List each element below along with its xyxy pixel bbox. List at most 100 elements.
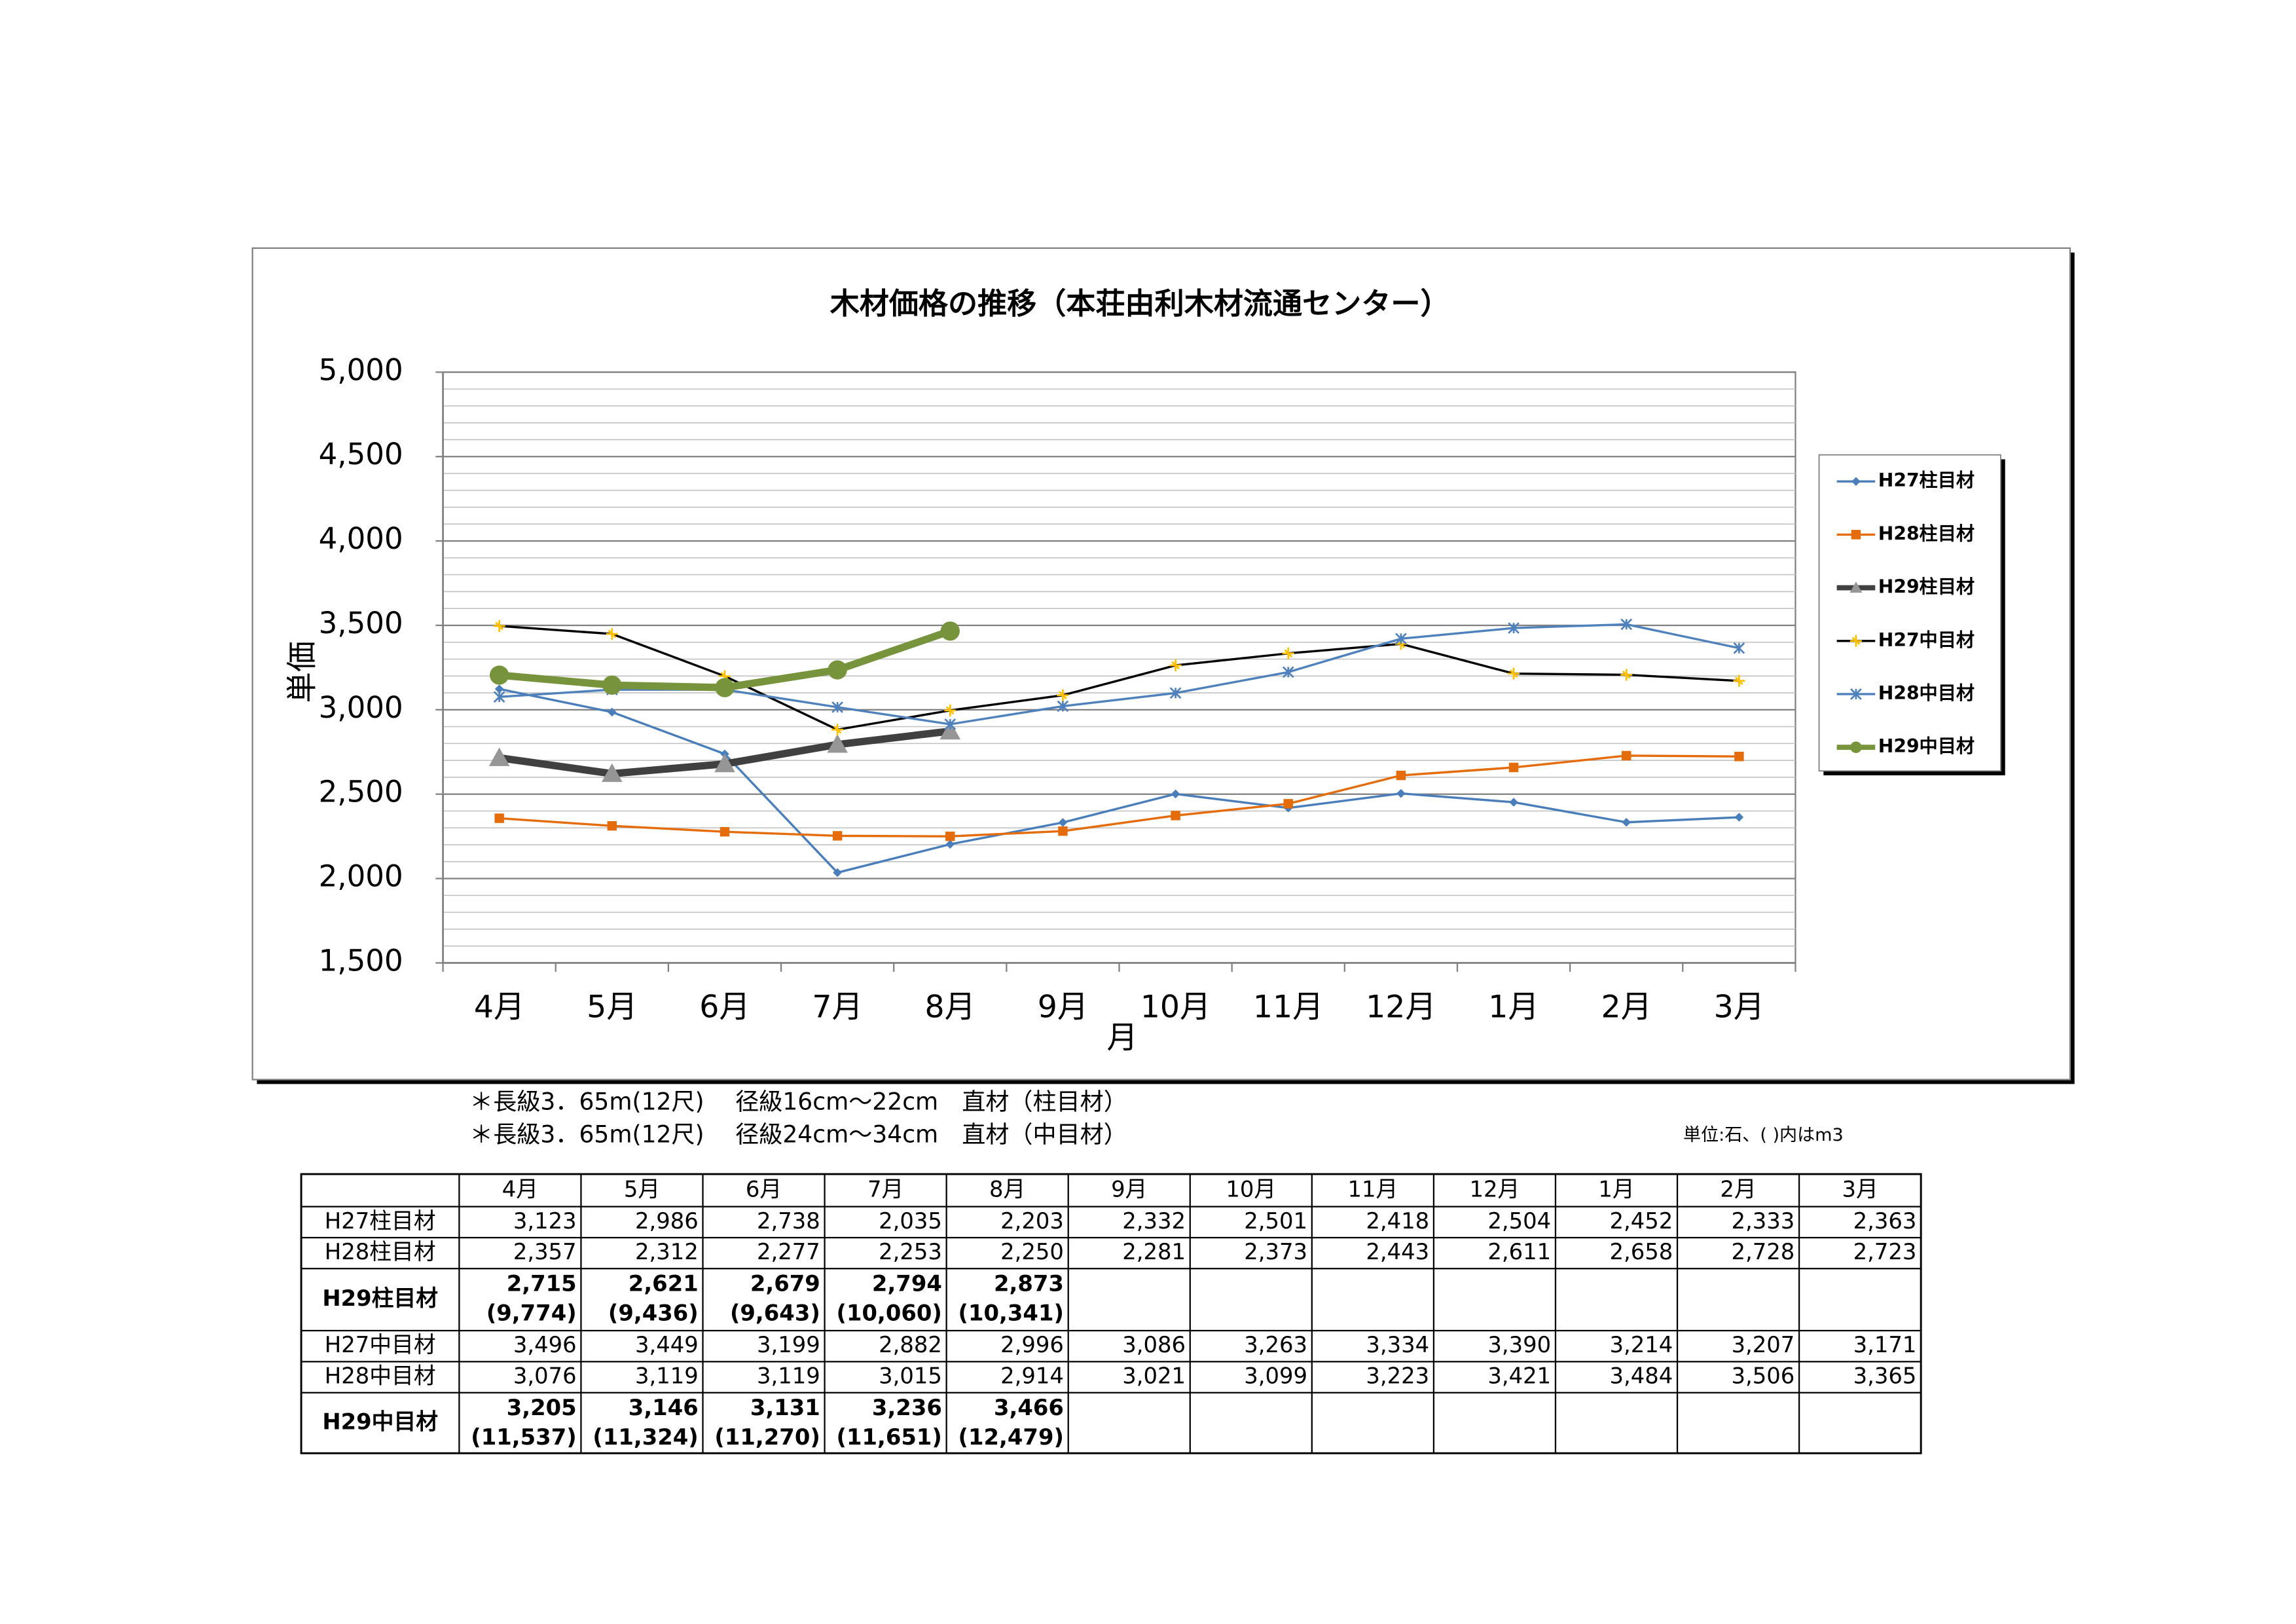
marker bbox=[1733, 642, 1745, 654]
table-cell: 2,728 bbox=[1732, 1239, 1795, 1264]
y-tick-label: 3,000 bbox=[319, 690, 403, 725]
table-row-label: H27柱目材 bbox=[325, 1208, 436, 1234]
table-cell: 2,452 bbox=[1609, 1208, 1673, 1234]
legend-marker bbox=[1850, 688, 1862, 700]
marker bbox=[1733, 674, 1745, 687]
table-cell: 2,504 bbox=[1487, 1208, 1551, 1234]
table-cell: (10,060) bbox=[836, 1301, 941, 1326]
legend-marker bbox=[1850, 741, 1862, 753]
series-line bbox=[499, 688, 1740, 874]
table-cell: 2,357 bbox=[513, 1239, 577, 1264]
table-cell: 2,658 bbox=[1609, 1239, 1673, 1264]
marker bbox=[602, 763, 623, 783]
legend-marker bbox=[1850, 635, 1862, 647]
marker bbox=[1734, 752, 1744, 762]
marker bbox=[1508, 622, 1520, 634]
plot-area bbox=[442, 371, 1796, 964]
series-line bbox=[499, 754, 1740, 838]
table-cell: 3,207 bbox=[1732, 1332, 1795, 1357]
marker bbox=[1621, 750, 1631, 761]
legend-label: H29柱目材 bbox=[1878, 576, 1975, 598]
marker bbox=[1396, 770, 1406, 781]
marker bbox=[1058, 826, 1068, 836]
table-row-label: H29中目材 bbox=[322, 1409, 438, 1434]
marker bbox=[833, 868, 842, 877]
table-cell: 3,214 bbox=[1609, 1332, 1673, 1357]
table-cell: (11,651) bbox=[836, 1424, 941, 1450]
table-header: 9月 bbox=[1111, 1176, 1147, 1202]
table-header: 5月 bbox=[624, 1176, 660, 1202]
marker bbox=[831, 701, 843, 713]
table-cell: 3,146 bbox=[629, 1395, 699, 1420]
table-cell: 3,334 bbox=[1366, 1332, 1429, 1357]
table-header: 2月 bbox=[1720, 1176, 1756, 1202]
marker bbox=[1508, 667, 1520, 680]
marker bbox=[494, 813, 504, 823]
marker bbox=[1396, 788, 1406, 798]
y-tick-label: 1,500 bbox=[319, 943, 403, 978]
marker bbox=[827, 734, 848, 753]
table-cell: 2,333 bbox=[1732, 1208, 1795, 1234]
legend-box bbox=[1818, 454, 2001, 772]
table-cell: 2,373 bbox=[1244, 1239, 1307, 1264]
table-header: 3月 bbox=[1842, 1176, 1878, 1202]
table-cell: (10,341) bbox=[958, 1301, 1064, 1326]
table-cell: 3,223 bbox=[1366, 1363, 1429, 1389]
table-cell: 3,506 bbox=[1732, 1363, 1795, 1389]
marker bbox=[490, 665, 509, 685]
y-tick-label: 2,000 bbox=[319, 859, 403, 894]
table-cell: (9,643) bbox=[730, 1301, 820, 1326]
table-cell: 2,873 bbox=[994, 1271, 1064, 1297]
marker bbox=[715, 678, 735, 697]
x-tick-label: 10月 bbox=[1140, 989, 1211, 1025]
content: 木材価格の推移（本荘由利木材流通センター） 1,500 2,000 2,500 3,00… bbox=[251, 247, 2075, 1454]
x-tick-label: 6月 bbox=[699, 989, 750, 1025]
marker bbox=[720, 826, 730, 837]
legend-marker bbox=[1851, 477, 1861, 486]
table-cell: 2,035 bbox=[879, 1208, 942, 1234]
table-cell: 3,449 bbox=[635, 1332, 699, 1357]
x-tick-label: 1月 bbox=[1488, 989, 1539, 1025]
table-header: 4月 bbox=[502, 1176, 538, 1202]
legend-label: H28中目材 bbox=[1878, 682, 1975, 704]
unit-note: 単位:石、( )内はm3 bbox=[1683, 1125, 1844, 1145]
table-cell: 3,171 bbox=[1853, 1332, 1917, 1357]
legend-label: H29中目材 bbox=[1878, 735, 1975, 757]
table-cell: 3,099 bbox=[1244, 1363, 1307, 1389]
y-tick-label: 5,000 bbox=[319, 352, 403, 387]
table-cell: 2,250 bbox=[1000, 1239, 1064, 1264]
table-cell: 2,253 bbox=[879, 1239, 942, 1264]
table-cell: 2,882 bbox=[879, 1332, 942, 1357]
table-header: 10月 bbox=[1226, 1176, 1276, 1202]
table-cell: 2,621 bbox=[629, 1271, 699, 1297]
table-cell: 3,086 bbox=[1122, 1332, 1186, 1357]
marker bbox=[493, 619, 505, 633]
table-cell: 3,205 bbox=[507, 1395, 577, 1420]
marker bbox=[1395, 633, 1407, 645]
marker bbox=[1057, 689, 1069, 701]
table-header: 12月 bbox=[1470, 1176, 1520, 1202]
y-tick-label: 3,500 bbox=[319, 606, 403, 640]
table-header: 8月 bbox=[989, 1176, 1025, 1202]
marker bbox=[493, 691, 505, 703]
x-tick-label: 12月 bbox=[1366, 989, 1436, 1025]
table-cell: 2,281 bbox=[1122, 1239, 1186, 1264]
table-cell: 2,277 bbox=[757, 1239, 820, 1264]
table-cell: 3,131 bbox=[750, 1395, 820, 1420]
y-tick-label: 4,500 bbox=[319, 437, 403, 471]
table-cell: 2,738 bbox=[757, 1208, 820, 1234]
table-cell: 2,996 bbox=[1000, 1332, 1064, 1357]
x-tick-label: 3月 bbox=[1714, 989, 1765, 1025]
table-cell: (9,774) bbox=[486, 1301, 577, 1326]
marker bbox=[1058, 818, 1068, 827]
table-cell: 3,021 bbox=[1122, 1363, 1186, 1389]
legend-marker bbox=[1851, 530, 1861, 540]
marker bbox=[1622, 817, 1631, 827]
marker bbox=[944, 704, 957, 716]
table-cell: 2,914 bbox=[1000, 1363, 1064, 1389]
table-cell: 3,421 bbox=[1487, 1363, 1551, 1389]
table-header: 11月 bbox=[1347, 1176, 1398, 1202]
marker bbox=[714, 753, 735, 773]
